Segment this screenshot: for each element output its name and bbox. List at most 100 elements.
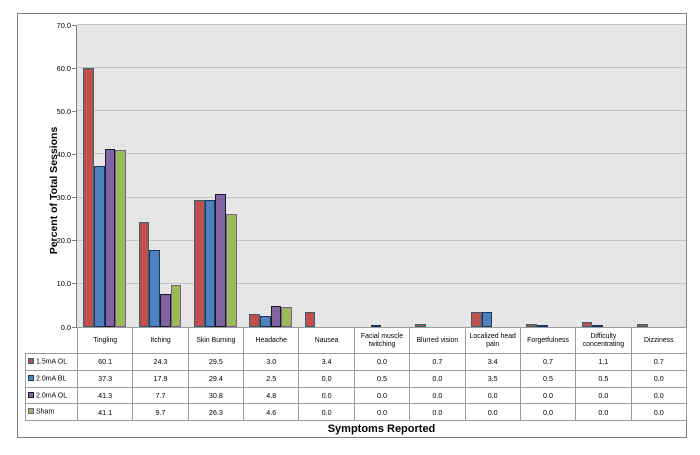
bar-2.0ma-bl-9 (592, 324, 603, 327)
value-cell: 41.1 (76, 403, 134, 421)
category-header: Localized head pain (464, 327, 521, 354)
value-cell: 0.0 (298, 403, 355, 421)
value-cell: 0.0 (575, 386, 632, 405)
value-cell: 4.6 (243, 403, 300, 421)
y-tick-label: 10.0 (56, 279, 71, 289)
gridline (77, 153, 686, 155)
y-tick-label: 0.0 (60, 322, 71, 332)
bar-2.0ma-bl-1 (149, 249, 161, 327)
bar-1.5ma-ol-1 (138, 222, 150, 327)
value-cell: 9.7 (132, 403, 189, 421)
y-axis-title: Percent of Total Sessions (47, 126, 60, 254)
bar-2.0ma-bl-7 (481, 311, 493, 327)
value-cell: 24.3 (132, 353, 189, 371)
bar-2.0ma-bl-0 (93, 166, 105, 327)
value-cell: 30.8 (187, 386, 245, 405)
table-corner-cell (26, 328, 78, 354)
bar-1.5ma-ol-8 (526, 323, 537, 327)
value-cell: 0.0 (519, 403, 577, 421)
value-cell: 0.0 (409, 403, 466, 421)
value-cell: 0.7 (519, 353, 577, 371)
plot-area (77, 25, 686, 327)
category-header: Skin Burning (187, 327, 245, 354)
value-cell: 3.0 (243, 353, 300, 371)
bar-1.5ma-ol-0 (83, 67, 94, 327)
y-axis-line (76, 25, 77, 328)
legend-swatch-icon (28, 408, 34, 415)
legend-swatch-icon (28, 391, 34, 398)
y-tick-mark (72, 240, 76, 242)
value-cell: 0.0 (353, 353, 411, 371)
legend-cell: 2.0mA BL (25, 369, 78, 388)
bar-2.0ma-bl-2 (204, 200, 216, 327)
legend-swatch-icon (28, 358, 34, 365)
value-cell: 0.0 (464, 403, 521, 421)
value-cell: 7.7 (132, 386, 189, 405)
value-cell: 3.4 (464, 353, 521, 371)
value-cell: 0.5 (353, 369, 411, 388)
value-cell: 0.0 (409, 369, 466, 388)
value-cell: 0.0 (630, 369, 687, 388)
legend-swatch-icon (28, 374, 34, 381)
y-tick-label: 40.0 (56, 149, 71, 159)
value-cell: 0.0 (630, 386, 687, 405)
bar-1.5ma-ol-6 (415, 323, 427, 327)
gridline (77, 67, 686, 69)
category-header: Difficulty concentrating (575, 327, 632, 354)
value-cell: 29.5 (187, 353, 245, 371)
value-cell: 4.8 (243, 386, 300, 405)
category-header: Tingling (76, 327, 134, 354)
y-tick-mark (72, 24, 76, 26)
y-tick-label: 50.0 (56, 106, 71, 116)
table-row: 2.0mA BL 37.3 17.9 29.4 2.5 0.0 0.5 0.0 3.5 0.5 0.… (25, 369, 687, 388)
gridline (77, 110, 686, 112)
category-header: Forgetfulness (519, 327, 577, 354)
legend-cell: 1.5mA OL (25, 353, 78, 371)
value-cell: 0.5 (519, 369, 577, 388)
y-tick-mark (72, 197, 76, 199)
value-cell: 2.5 (243, 369, 300, 388)
legend-cell: 2.0mA OL (25, 386, 78, 405)
value-cell: 26.3 (187, 403, 245, 421)
bar-sham-0 (115, 149, 127, 327)
value-cell: 0.0 (298, 386, 355, 405)
category-header: Dizziness (630, 327, 687, 354)
y-tick-label: 20.0 (56, 236, 71, 246)
value-cell: 41.3 (76, 386, 134, 405)
value-cell: 0.0 (409, 386, 466, 405)
y-tick-mark (72, 153, 76, 155)
category-header: Headache (243, 327, 300, 354)
value-cell: 17.9 (132, 369, 189, 388)
bar-2.0ma-ol-3 (270, 306, 282, 327)
value-cell: 0.5 (575, 369, 632, 388)
value-cell: 60.1 (76, 353, 134, 371)
bar-2.0ma-bl-3 (260, 316, 271, 327)
y-tick-mark (72, 283, 76, 285)
gridline (77, 239, 686, 241)
value-cell: 0.7 (409, 353, 466, 371)
x-axis-title: Symptoms Reported (327, 423, 436, 435)
value-cell: 0.0 (353, 403, 411, 421)
value-cell: 37.3 (76, 369, 134, 388)
bar-2.0ma-bl-8 (536, 324, 548, 327)
table-row: 2.0mA OL 41.3 7.7 30.8 4.8 0.0 0.0 0.0 0.0 0.0 0.0… (25, 386, 687, 405)
bar-1.5ma-ol-2 (194, 199, 205, 327)
bar-1.5ma-ol-9 (581, 322, 593, 327)
bar-2.0ma-ol-1 (160, 293, 171, 327)
bar-2.0ma-ol-0 (104, 148, 116, 327)
y-tick-mark (72, 110, 76, 112)
value-cell: 3.4 (298, 353, 355, 371)
value-cell: 0.0 (630, 403, 687, 421)
table-row: 1.5mA OL 60.1 24.3 29.5 3.0 3.4 0.0 0.7 3.4 0.7 1.… (25, 353, 687, 371)
category-header: Nausea (298, 327, 355, 354)
bar-sham-2 (226, 213, 237, 327)
y-tick-mark (72, 326, 76, 328)
y-tick-label: 70.0 (56, 20, 71, 30)
value-cell: 0.0 (519, 386, 577, 405)
value-cell: 29.4 (187, 369, 245, 388)
y-tick-label: 30.0 (56, 193, 71, 203)
category-header: Facial muscle twitching (353, 327, 411, 354)
value-cell: 0.0 (575, 403, 632, 421)
value-cell: 1.1 (575, 353, 632, 371)
